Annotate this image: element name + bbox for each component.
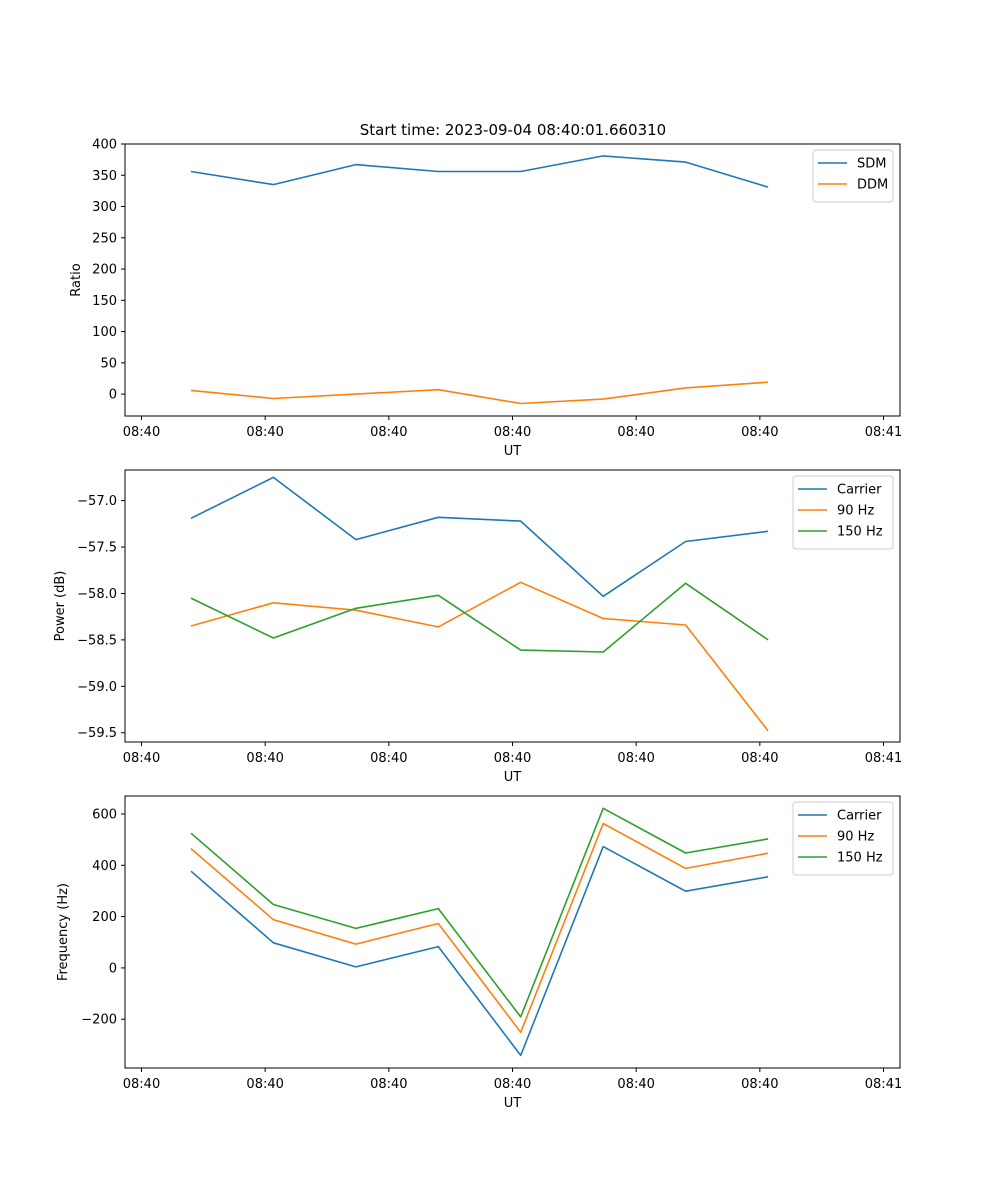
series-line-ddm <box>190 381 769 405</box>
y-tick-label: 400 <box>92 859 117 874</box>
y-tick-label: 100 <box>92 325 117 340</box>
panel-1: 08:40 08:40 08:40 08:40 08:40 08:40 08:41 0 50 10… <box>69 138 902 460</box>
y-tick-label: −58.5 <box>77 633 117 648</box>
legend: SDM DDM <box>812 149 894 203</box>
x-tick-label: 08:40 <box>617 1077 654 1092</box>
y-tick-label: 150 <box>92 294 117 309</box>
y-tick-label: 50 <box>100 356 117 371</box>
series-line-carrier <box>190 476 769 598</box>
x-tick-label: 08:40 <box>370 1077 407 1092</box>
panel-2: 08:40 08:40 08:40 08:40 08:40 08:40 08:41 −59.5… <box>53 469 902 785</box>
y-tick-label: 250 <box>92 231 117 246</box>
x-tick-label: 08:40 <box>741 1077 778 1092</box>
y-tick-label: 400 <box>92 138 117 153</box>
y-tick-label: −59.5 <box>77 726 117 741</box>
y-axis-label: Ratio <box>69 263 84 296</box>
legend: Carrier 90 Hz 150 Hz <box>792 475 894 550</box>
x-tick-label: 08:40 <box>370 751 407 766</box>
x-tick-label: 08:40 <box>246 1077 283 1092</box>
x-axis-label: UT <box>504 1096 522 1111</box>
x-tick-label: 08:40 <box>246 425 283 440</box>
x-tick-label: 08:40 <box>741 751 778 766</box>
series-line-sdm <box>190 155 769 188</box>
legend-label: 150 Hz <box>837 525 883 540</box>
y-tick-label: 600 <box>92 807 117 822</box>
legend-label: Carrier <box>837 809 882 824</box>
series-line-150-hz <box>190 807 769 1018</box>
y-tick-label: 0 <box>109 388 117 403</box>
series-line-150-hz <box>190 582 769 653</box>
x-tick-label: 08:40 <box>246 751 283 766</box>
legend-label: Carrier <box>837 483 882 498</box>
y-tick-label: 0 <box>109 961 117 976</box>
legend-label: DDM <box>857 178 888 193</box>
x-tick-label: 08:40 <box>494 425 531 440</box>
x-tick-label: 08:41 <box>865 751 902 766</box>
x-tick-label: 08:40 <box>494 1077 531 1092</box>
panels: 08:40 08:40 08:40 08:40 08:40 08:40 08:41 0 50 10… <box>53 138 902 1112</box>
x-tick-label: 08:41 <box>865 425 902 440</box>
y-axis-label: Frequency (Hz) <box>56 883 71 981</box>
x-axis-label: UT <box>504 770 522 785</box>
x-tick-label: 08:40 <box>617 751 654 766</box>
legend: Carrier 90 Hz 150 Hz <box>792 801 894 876</box>
y-tick-label: 300 <box>92 200 117 215</box>
y-tick-label: −59.0 <box>77 680 117 695</box>
series-line-90-hz <box>190 581 769 732</box>
panel-3: 08:40 08:40 08:40 08:40 08:40 08:40 08:41 −200 0… <box>56 795 902 1111</box>
y-tick-label: −57.0 <box>77 494 117 509</box>
x-axis-label: UT <box>504 444 522 459</box>
legend-label: 90 Hz <box>837 504 874 519</box>
y-tick-label: 200 <box>92 910 117 925</box>
y-tick-label: 350 <box>92 169 117 184</box>
y-tick-label: −57.5 <box>77 541 117 556</box>
x-tick-label: 08:40 <box>123 751 160 766</box>
x-tick-label: 08:40 <box>741 425 778 440</box>
y-axis-label: Power (dB) <box>53 571 68 642</box>
x-tick-label: 08:40 <box>123 1077 160 1092</box>
legend-label: SDM <box>857 157 886 172</box>
x-tick-label: 08:41 <box>865 1077 902 1092</box>
legend-label: 90 Hz <box>837 830 874 845</box>
series-line-carrier <box>190 845 769 1057</box>
x-tick-label: 08:40 <box>370 425 407 440</box>
y-tick-label: 200 <box>92 263 117 278</box>
x-tick-label: 08:40 <box>123 425 160 440</box>
x-tick-label: 08:40 <box>617 425 654 440</box>
y-tick-label: −58.0 <box>77 587 117 602</box>
legend-label: 150 Hz <box>837 851 883 866</box>
x-tick-label: 08:40 <box>494 751 531 766</box>
y-tick-label: −200 <box>81 1013 117 1028</box>
figure-title: Start time: 2023-09-04 08:40:01.660310 <box>360 121 666 139</box>
series-line-90-hz <box>190 822 769 1034</box>
